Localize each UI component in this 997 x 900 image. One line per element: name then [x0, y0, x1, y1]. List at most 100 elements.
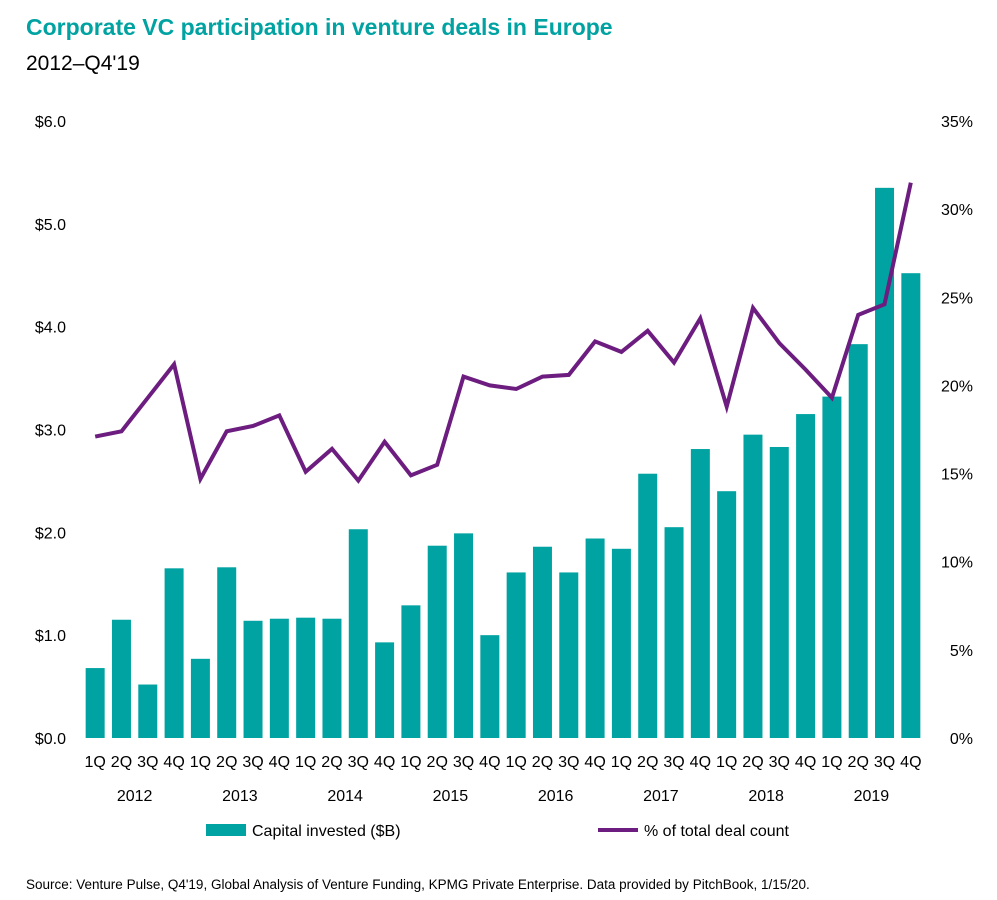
capital-bar [848, 344, 868, 738]
capital-bar [322, 618, 342, 738]
right-axis-tick-label: 15% [941, 467, 973, 484]
quarter-label: 4Q [900, 754, 921, 771]
quarter-label: 4Q [163, 754, 184, 771]
capital-bar [638, 473, 658, 738]
left-axis-tick-label: $3.0 [35, 423, 66, 440]
capital-bar [401, 605, 421, 738]
quarter-label: 3Q [663, 754, 684, 771]
right-axis-tick-label: 20% [941, 378, 973, 395]
quarter-label: 4Q [795, 754, 816, 771]
quarter-label: 3Q [137, 754, 158, 771]
year-label: 2013 [222, 788, 258, 805]
year-labels: 2012 2013 2014 2015 2016 2017 2018 2019 [117, 788, 889, 805]
capital-bar [559, 572, 579, 738]
legend: Capital invested ($B) % of total deal co… [206, 823, 790, 840]
right-axis-tick-label: 25% [941, 290, 973, 307]
capital-bar [690, 449, 710, 738]
quarter-label: 1Q [821, 754, 842, 771]
legend-capital-swatch [206, 824, 246, 836]
quarter-label: 3Q [348, 754, 369, 771]
capital-bar [585, 538, 605, 738]
quarter-label: 1Q [190, 754, 211, 771]
year-label: 2015 [433, 788, 469, 805]
quarter-label: 2Q [321, 754, 342, 771]
deal-count-polyline [94, 182, 913, 485]
quarter-labels: 1Q 2Q 3Q 4Q 1Q 2Q 3Q 4Q 1Q 2Q 3Q 4Q 1Q 2Q 3Q 4Q 1Q 2Q 3Q 4Q… [84, 754, 921, 771]
quarter-label: 4Q [269, 754, 290, 771]
deal-count-line [94, 182, 913, 485]
quarter-label: 4Q [479, 754, 500, 771]
quarter-label: 1Q [295, 754, 316, 771]
year-label: 2016 [538, 788, 574, 805]
capital-bar [269, 618, 289, 738]
capital-bar [822, 396, 842, 738]
quarter-label: 2Q [216, 754, 237, 771]
capital-bar [243, 620, 263, 738]
quarter-label: 2Q [111, 754, 132, 771]
capital-bar [138, 684, 158, 738]
year-label: 2018 [748, 788, 784, 805]
capital-bar [164, 568, 184, 738]
quarter-label: 1Q [505, 754, 526, 771]
left-axis-tick-label: $0.0 [35, 731, 66, 748]
quarter-label: 1Q [400, 754, 421, 771]
quarter-label: 4Q [374, 754, 395, 771]
capital-bar [611, 548, 631, 738]
quarter-label: 2Q [637, 754, 658, 771]
quarter-label: 2Q [848, 754, 869, 771]
quarter-label: 3Q [453, 754, 474, 771]
capital-bars [85, 187, 921, 738]
year-label: 2014 [327, 788, 363, 805]
capital-bar [375, 642, 395, 738]
capital-bar [85, 668, 105, 738]
capital-bar [190, 658, 210, 738]
year-label: 2012 [117, 788, 153, 805]
capital-bar [532, 546, 552, 738]
right-axis-ticks: 0% 5% 10% 15% 20% 25% 30% 35% [941, 114, 973, 748]
combo-chart: $0.0 $1.0 $2.0 $3.0 $4.0 $5.0 $6.0 0% 5% 10% 15% 2… [35, 114, 973, 840]
chart-subtitle: 2012–Q4'19 [26, 52, 140, 75]
capital-bar [901, 273, 921, 738]
capital-bar [348, 529, 368, 738]
left-axis-tick-label: $6.0 [35, 114, 66, 131]
quarter-label: 2Q [742, 754, 763, 771]
legend-deal-count-label: % of total deal count [644, 823, 790, 840]
capital-bar [769, 446, 789, 738]
quarter-label: 3Q [874, 754, 895, 771]
capital-bar [427, 545, 447, 738]
capital-bar [664, 527, 684, 738]
quarter-label: 3Q [769, 754, 790, 771]
quarter-label: 2Q [427, 754, 448, 771]
capital-bar [743, 434, 763, 738]
quarter-label: 3Q [242, 754, 263, 771]
quarter-label: 4Q [584, 754, 605, 771]
left-axis-tick-label: $4.0 [35, 320, 66, 337]
quarter-label: 1Q [84, 754, 105, 771]
quarter-label: 1Q [716, 754, 737, 771]
chart-title: Corporate VC participation in venture de… [26, 14, 613, 40]
capital-bar [454, 533, 474, 738]
capital-bar [480, 635, 500, 738]
quarter-label: 3Q [558, 754, 579, 771]
quarter-label: 1Q [611, 754, 632, 771]
year-label: 2017 [643, 788, 679, 805]
right-axis-tick-label: 30% [941, 202, 973, 219]
capital-bar [875, 187, 895, 738]
year-label: 2019 [854, 788, 890, 805]
quarter-label: 2Q [532, 754, 553, 771]
quarter-label: 4Q [690, 754, 711, 771]
capital-bar [796, 414, 816, 738]
capital-bar [111, 619, 131, 738]
capital-bar [217, 567, 237, 738]
left-axis-ticks: $0.0 $1.0 $2.0 $3.0 $4.0 $5.0 $6.0 [35, 114, 66, 748]
left-axis-tick-label: $5.0 [35, 217, 66, 234]
capital-bar [717, 491, 737, 738]
left-axis-tick-label: $2.0 [35, 525, 66, 542]
right-axis-tick-label: 35% [941, 114, 973, 131]
right-axis-tick-label: 5% [950, 643, 973, 660]
left-axis-tick-label: $1.0 [35, 628, 66, 645]
right-axis-tick-label: 10% [941, 555, 973, 572]
right-axis-tick-label: 0% [950, 731, 973, 748]
capital-bar [506, 572, 526, 738]
capital-bar [296, 617, 316, 738]
